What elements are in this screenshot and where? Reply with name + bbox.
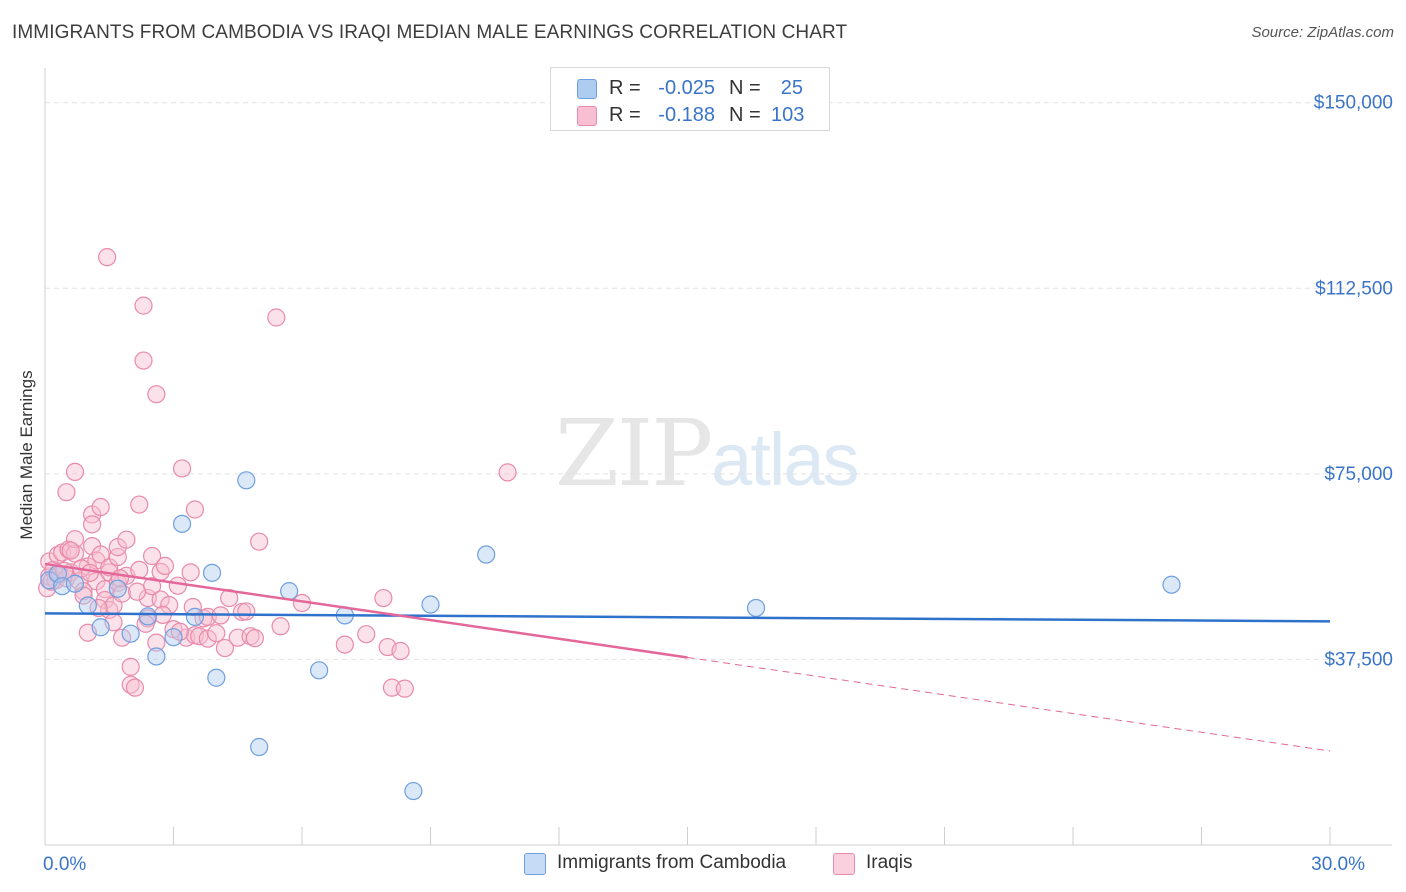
point-cambodia <box>147 647 166 666</box>
point-cambodia <box>164 628 183 647</box>
x-tick-label: 30.0% <box>1311 854 1365 875</box>
point-iraqis <box>267 308 286 327</box>
point-cambodia <box>280 582 299 601</box>
point-iraqis <box>65 530 85 549</box>
legend-swatch-cambodia <box>577 79 597 99</box>
legend-r-label: R = <box>609 104 641 126</box>
legend-n-label: N = <box>729 104 761 126</box>
series-legend: Immigrants from Cambodia Iraqis <box>0 852 1406 878</box>
point-iraqis <box>91 497 110 517</box>
point-iraqis <box>65 462 85 481</box>
x-tick-label: 0.0% <box>43 854 86 875</box>
point-iraqis <box>134 351 153 370</box>
point-cambodia <box>91 618 110 637</box>
point-iraqis <box>237 602 256 621</box>
trendline-cambodia <box>44 612 1331 623</box>
point-iraqis <box>498 463 517 482</box>
y-tick-label: $112,500 <box>1315 278 1393 299</box>
watermark-zip: ZIP <box>555 400 713 507</box>
chart-title: IMMIGRANTS FROM CAMBODIA VS IRAQI MEDIAN… <box>12 22 848 43</box>
point-cambodia <box>108 579 127 598</box>
point-iraqis <box>80 563 100 582</box>
point-iraqis <box>335 635 354 654</box>
point-iraqis <box>136 614 155 633</box>
y-tick-label: $37,500 <box>1324 649 1393 670</box>
legend-swatch-iraqis <box>833 853 855 875</box>
watermark: ZIPatlas <box>555 400 859 507</box>
legend-label-iraqis: Iraqis <box>866 852 913 873</box>
legend-n-value: 25 <box>780 77 803 99</box>
trendline-iraqis <box>44 562 688 659</box>
point-cambodia <box>138 607 157 626</box>
point-cambodia <box>202 563 222 582</box>
stats-legend: R = -0.025 N = 25 R = -0.188 N = 103 <box>550 67 830 131</box>
point-cambodia <box>250 737 269 757</box>
legend-swatch-cambodia <box>524 853 546 875</box>
point-iraqis <box>357 625 376 644</box>
point-iraqis <box>108 547 127 567</box>
point-iraqis <box>391 641 410 661</box>
point-cambodia <box>207 668 226 687</box>
point-iraqis <box>168 576 187 595</box>
point-cambodia <box>121 624 140 643</box>
point-cambodia <box>185 607 205 626</box>
legend-r-value: -0.025 <box>658 77 715 99</box>
point-cambodia <box>404 781 423 801</box>
point-cambodia <box>477 545 496 564</box>
point-iraqis <box>98 248 117 267</box>
point-iraqis <box>382 678 402 697</box>
point-iraqis <box>185 500 205 519</box>
point-iraqis <box>271 617 290 636</box>
point-iraqis <box>172 459 192 478</box>
point-iraqis <box>245 629 264 648</box>
point-iraqis <box>57 483 76 502</box>
point-iraqis <box>250 532 269 551</box>
legend-r-label: R = <box>609 77 641 99</box>
point-cambodia <box>172 514 192 533</box>
y-axis-label: Median Male Earnings <box>17 370 36 540</box>
source-label[interactable]: Source: ZipAtlas.com <box>1251 24 1394 41</box>
point-iraqis <box>155 556 175 576</box>
point-iraqis <box>130 495 149 514</box>
point-iraqis <box>147 633 166 652</box>
point-iraqis <box>127 582 147 601</box>
point-cambodia <box>237 471 256 490</box>
legend-swatch-iraqis <box>577 106 597 126</box>
point-cambodia <box>65 574 85 593</box>
point-cambodia <box>1162 575 1181 594</box>
point-iraqis <box>374 588 393 608</box>
y-tick-label: $75,000 <box>1324 464 1393 485</box>
point-cambodia <box>746 598 766 618</box>
trendline-iraqis-extension <box>687 656 1331 752</box>
point-iraqis <box>121 657 140 676</box>
point-iraqis <box>215 638 234 658</box>
watermark-atlas: atlas <box>711 418 859 501</box>
legend-row-iraqis: R = -0.188 N = 103 <box>551 103 829 129</box>
legend-label-cambodia: Immigrants from Cambodia <box>557 852 787 873</box>
legend-n-label: N = <box>729 77 761 99</box>
legend-r-value: -0.188 <box>658 104 715 126</box>
point-iraqis <box>125 678 145 697</box>
point-iraqis <box>83 515 102 534</box>
legend-row-cambodia: R = -0.025 N = 25 <box>551 76 829 102</box>
point-iraqis <box>61 541 80 560</box>
point-iraqis <box>117 530 136 549</box>
y-tick-label: $150,000 <box>1314 93 1393 114</box>
point-iraqis <box>395 679 414 698</box>
point-cambodia <box>78 596 97 615</box>
point-iraqis <box>134 296 153 315</box>
point-iraqis <box>207 624 226 643</box>
point-iraqis <box>89 598 108 618</box>
legend-n-value: 103 <box>771 104 805 126</box>
point-iraqis <box>112 628 132 647</box>
point-iraqis <box>142 546 162 566</box>
point-iraqis <box>147 385 166 404</box>
point-iraqis <box>181 563 200 582</box>
point-cambodia <box>421 595 440 614</box>
point-cambodia <box>310 661 329 680</box>
